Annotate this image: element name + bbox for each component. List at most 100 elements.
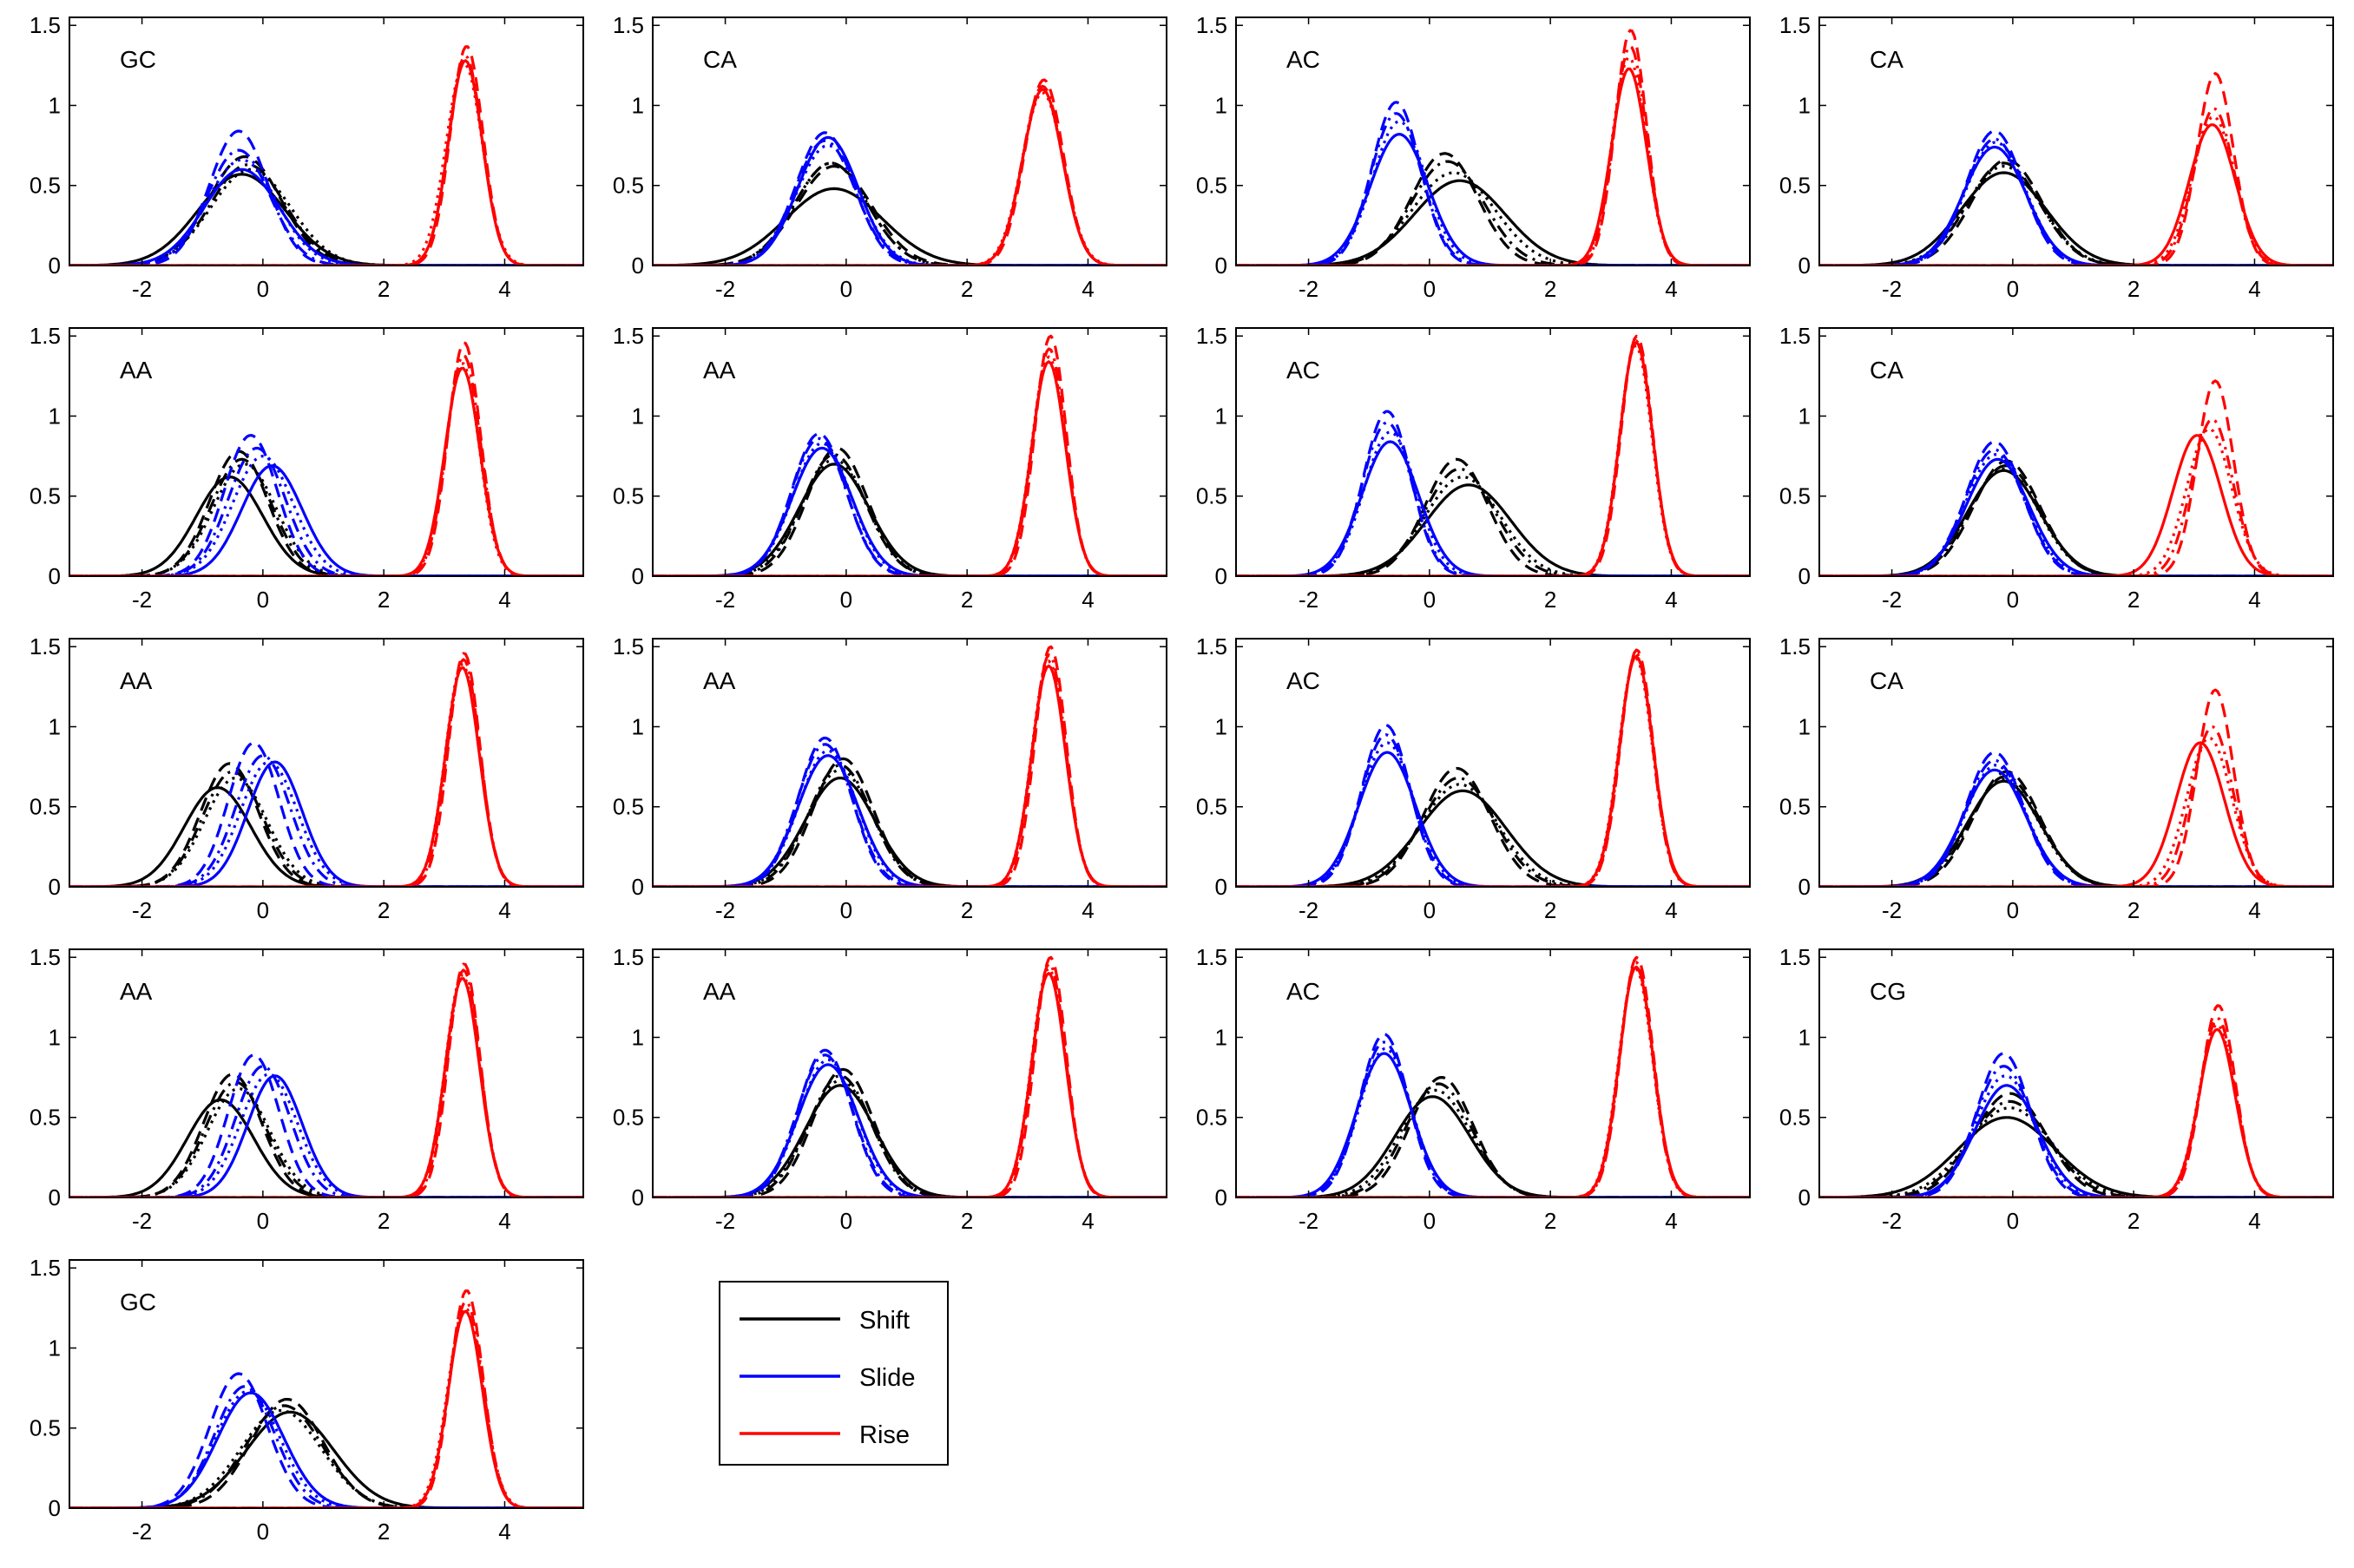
axes-box xyxy=(1235,327,1751,577)
x-tick-label: -2 xyxy=(1299,897,1318,923)
shift-curve-solid xyxy=(1819,1116,2333,1197)
slide-curve-solid xyxy=(653,754,1167,887)
slide-curve-dashdot xyxy=(69,1065,583,1197)
y-tick-label: 1 xyxy=(1215,92,1227,118)
plot-area xyxy=(1236,639,1750,887)
x-tick-label: -2 xyxy=(715,276,735,302)
y-tick-label: 0.5 xyxy=(1196,173,1227,199)
curves xyxy=(1819,688,2333,887)
rise-curve-dashed xyxy=(1819,1004,2333,1197)
y-tick-label: 1.5 xyxy=(1779,323,1811,349)
shift-curve-dashed xyxy=(1236,1076,1750,1197)
panel-4: -2 0 2 4 0 0.5 1 1.5 CA xyxy=(1779,12,2334,302)
panel-3: -2 0 2 4 0 0.5 1 1.5 AC xyxy=(1196,12,1751,302)
x-tick-label: 0 xyxy=(840,1208,852,1234)
shift-curve-dashed xyxy=(69,1398,583,1508)
x-tick-label: -2 xyxy=(1299,276,1318,302)
y-tick-label: 1.5 xyxy=(1779,12,1811,38)
x-tick-label: 2 xyxy=(961,587,973,613)
panel-2: -2 0 2 4 0 0.5 1 1.5 CA xyxy=(613,12,1167,302)
y-tick-label: 1 xyxy=(49,92,61,118)
x-tick-label: 2 xyxy=(2127,897,2140,923)
panel-label: CA xyxy=(1870,667,1904,694)
x-tick-label: 0 xyxy=(2007,587,2019,613)
plot-area xyxy=(69,17,583,266)
slide-curve-dashdot xyxy=(69,148,583,266)
panel-17: -2 0 2 4 0 0.5 1 1.5 GC xyxy=(30,1255,584,1545)
slide-curve-solid xyxy=(1819,145,2333,266)
y-tick-label: 1 xyxy=(1798,713,1811,739)
panel-12: -2 0 2 4 0 0.5 1 1.5 CA xyxy=(1779,633,2334,923)
panel-7: -2 0 2 4 0 0.5 1 1.5 AC xyxy=(1196,323,1751,613)
x-tick-label: 4 xyxy=(1665,1208,1677,1234)
y-tick-label: 0 xyxy=(632,253,644,279)
y-tick-label: 0.5 xyxy=(1779,1105,1811,1131)
x-tick-label: 4 xyxy=(498,897,510,923)
rise-curve-dashed xyxy=(1819,379,2333,576)
x-tick-label: 4 xyxy=(1082,587,1094,613)
panel-label: AC xyxy=(1286,46,1320,73)
axes-box xyxy=(69,638,584,888)
y-tick-label: 0 xyxy=(49,874,61,900)
rise-curve-dashdot xyxy=(653,653,1167,887)
y-tick-label: 1.5 xyxy=(1196,323,1227,349)
x-tick-label: 2 xyxy=(961,1208,973,1234)
plot-area xyxy=(1236,328,1750,576)
y-tick-label: 0.5 xyxy=(613,483,644,509)
panel-9: -2 0 2 4 0 0.5 1 1.5 AA xyxy=(30,633,584,923)
rise-curve-dashed xyxy=(653,955,1167,1197)
y-tick-label: 1.5 xyxy=(1779,944,1811,970)
y-tick-label: 0.5 xyxy=(613,794,644,820)
x-tick-label: 0 xyxy=(1424,587,1436,613)
y-tick-label: 0 xyxy=(1215,253,1227,279)
y-tick-label: 1 xyxy=(632,713,644,739)
slide-curve-dashed xyxy=(653,131,1167,266)
slide-curve-solid xyxy=(69,1074,583,1197)
y-tick-label: 1.5 xyxy=(1779,633,1811,659)
slide-curve-dashdot xyxy=(1819,1065,2333,1197)
curves xyxy=(1236,334,1750,576)
rise-curve-solid xyxy=(69,366,583,576)
y-tick-label: 0 xyxy=(632,1184,644,1210)
x-tick-label: 2 xyxy=(378,1208,390,1234)
rise-curve-dashdot xyxy=(69,968,583,1197)
x-tick-label: 4 xyxy=(1082,897,1094,923)
x-tick-label: 2 xyxy=(2127,1208,2140,1234)
rise-curve-dotted xyxy=(1819,427,2333,576)
panel-label: AA xyxy=(120,978,153,1005)
y-tick-label: 0 xyxy=(49,563,61,589)
y-tick-label: 0.5 xyxy=(30,794,61,820)
rise-curve-dashdot xyxy=(653,347,1167,576)
axes-box xyxy=(1235,638,1751,888)
slide-curve-dotted xyxy=(1819,764,2333,887)
panel-14: -2 0 2 4 0 0.5 1 1.5 AA xyxy=(613,944,1167,1234)
x-tick-label: 2 xyxy=(1544,276,1556,302)
x-tick-label: 2 xyxy=(378,276,390,302)
axes-box xyxy=(69,327,584,577)
x-tick-label: 2 xyxy=(961,276,973,302)
y-tick-label: 1.5 xyxy=(1196,944,1227,970)
panel-label: CG xyxy=(1870,978,1906,1005)
y-tick-label: 1 xyxy=(1215,1024,1227,1050)
y-tick-label: 1.5 xyxy=(1196,12,1227,38)
rise-curve-solid xyxy=(1236,67,1750,266)
x-tick-label: 2 xyxy=(2127,587,2140,613)
plot-area xyxy=(69,328,583,576)
panel-label: AA xyxy=(120,357,153,384)
slide-curve-solid xyxy=(653,135,1167,266)
x-tick-label: 2 xyxy=(1544,587,1556,613)
y-tick-label: 0 xyxy=(1798,874,1811,900)
shift-curve-dashdot xyxy=(1819,161,2333,266)
panel-label: CA xyxy=(703,46,737,73)
x-tick-label: 4 xyxy=(1665,897,1677,923)
x-tick-label: 4 xyxy=(498,276,510,302)
x-tick-label: -2 xyxy=(1299,587,1318,613)
rise-curve-dotted xyxy=(69,663,583,887)
x-tick-label: 4 xyxy=(1082,1208,1094,1234)
rise-curve-dashdot xyxy=(1236,652,1750,887)
x-tick-label: -2 xyxy=(1882,587,1902,613)
y-tick-label: 1.5 xyxy=(613,633,644,659)
rise-curve-dotted xyxy=(653,355,1167,576)
legend-label-slide: Slide xyxy=(859,1364,916,1392)
